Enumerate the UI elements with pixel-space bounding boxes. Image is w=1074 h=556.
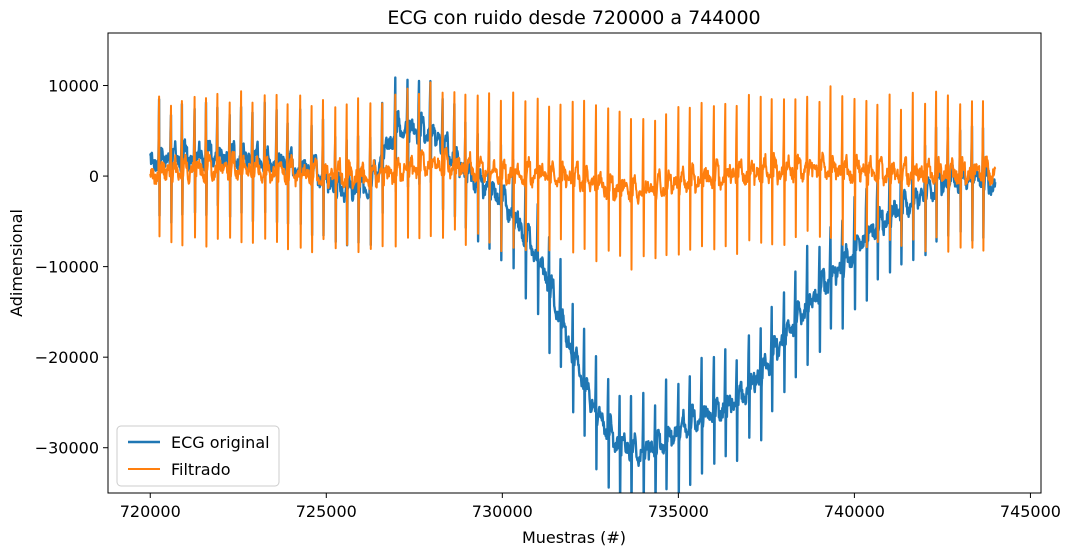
y-axis-title: Adimensional [7,209,26,317]
x-tick-label: 740000 [824,502,885,521]
x-tick-label: 745000 [1000,502,1061,521]
x-axis: 720000 725000 730000 735000 740000 745000 [120,493,1061,521]
x-tick-label: 720000 [120,502,181,521]
y-tick-label: 0 [89,167,99,186]
x-tick-label: 735000 [648,502,709,521]
legend-label-filtrado: Filtrado [171,460,231,479]
plot-frame [107,32,1042,494]
y-tick-label: −30000 [35,439,99,458]
chart-title: ECG con ruido desde 720000 a 744000 [387,7,760,29]
y-axis: 10000 0 −10000 −20000 −30000 [35,77,108,458]
x-tick-label: 730000 [472,502,533,521]
legend-label-ecg-original: ECG original [171,433,270,452]
y-tick-label: −20000 [35,348,99,367]
y-tick-label: 10000 [48,77,99,96]
y-tick-label: −10000 [35,258,99,277]
legend: ECG original Filtrado [116,425,280,487]
x-axis-title: Muestras (#) [522,528,626,547]
x-tick-label: 725000 [296,502,357,521]
series-line-filtrado [149,81,997,271]
series-layer [149,76,997,493]
